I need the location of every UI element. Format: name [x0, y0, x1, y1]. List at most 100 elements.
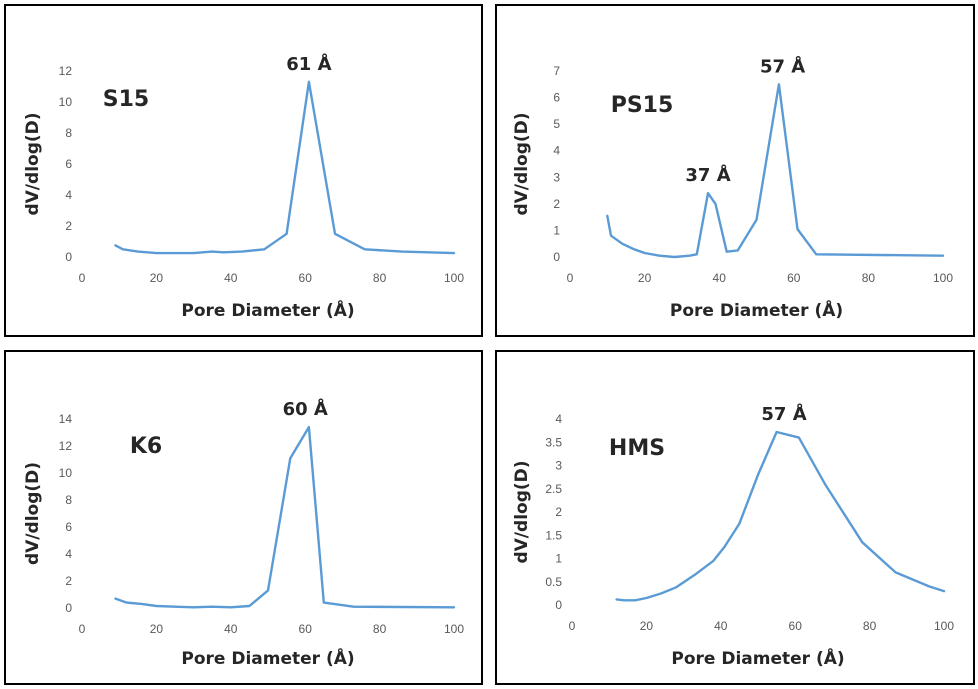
data-point: [942, 254, 944, 257]
x-tick-label: 20: [640, 619, 654, 633]
x-tick-label: 0: [569, 619, 576, 633]
data-point: [623, 599, 625, 602]
x-tick-label: 0: [567, 271, 574, 285]
data-point: [894, 571, 897, 574]
data-point: [174, 252, 176, 254]
peak-label: 37 Å: [685, 163, 730, 186]
data-point: [211, 605, 213, 608]
sample-label: K6: [130, 434, 162, 459]
y-tick-label: 3.5: [545, 435, 562, 449]
chart-panel-ps15: 0 1 2 3 4 5 6 7 0 20 40 60 80 100 Pore Diameter (Å) dV/…: [495, 4, 975, 337]
x-tick-label: 80: [862, 271, 876, 285]
data-point: [241, 250, 243, 253]
x-tick-label: 40: [224, 271, 238, 285]
data-point: [645, 597, 648, 599]
y-tick-label: 2: [555, 505, 562, 519]
data-point: [610, 234, 612, 237]
data-point: [688, 254, 691, 257]
data-point: [211, 250, 213, 253]
x-tick-label: 100: [934, 619, 954, 633]
y-tick-label: 6: [65, 157, 72, 171]
data-point: [192, 606, 195, 609]
data-point: [140, 603, 143, 605]
data-point: [634, 599, 637, 602]
data-point: [928, 585, 930, 588]
data-point: [778, 83, 780, 86]
y-axis-title: dV/dlog(D): [512, 112, 532, 215]
data-point: [861, 541, 863, 544]
data-point: [632, 248, 635, 250]
y-tick-label: 14: [59, 412, 73, 426]
data-point: [363, 248, 366, 251]
y-axis-title: dV/dlog(D): [23, 462, 43, 565]
y-axis-title: dV/dlog(D): [512, 460, 532, 563]
data-point: [323, 601, 325, 604]
x-tick-label: 60: [787, 271, 801, 285]
x-tick-label: 0: [79, 271, 86, 285]
chart-panel-s15: 0 2 4 6 8 10 12 0 20 40 60 80 100 Pore Diameter (Å) dV…: [4, 4, 483, 337]
y-tick-label: 5: [553, 117, 560, 131]
series-line: [114, 80, 456, 255]
y-tick-label: 12: [59, 439, 73, 453]
y-tick-label: 10: [59, 466, 73, 480]
series-line: [114, 425, 456, 609]
y-tick-label: 4: [65, 188, 72, 202]
data-point: [453, 606, 455, 609]
x-tick-label: 80: [373, 271, 387, 285]
data-point: [174, 605, 176, 608]
data-point: [155, 252, 158, 254]
data-point: [824, 483, 826, 485]
data-point: [192, 252, 195, 254]
peak-label: 57 Å: [760, 54, 805, 77]
data-point: [660, 592, 663, 595]
x-tick-label: 20: [638, 271, 652, 285]
series-line: [615, 430, 946, 602]
x-tick-label: 100: [933, 271, 953, 285]
data-point: [308, 426, 310, 428]
data-point: [285, 232, 288, 235]
chart-panel-k6: 0 2 4 6 8 10 12 14 0 20 40 60 80 100 Pore Diameter (Å)…: [4, 350, 483, 685]
x-tick-label: 80: [863, 619, 877, 633]
y-tick-label: 0: [553, 250, 560, 264]
x-tick-label: 20: [150, 622, 164, 636]
data-point: [796, 228, 799, 230]
data-point: [401, 250, 403, 253]
data-point: [755, 219, 758, 221]
x-tick-label: 40: [713, 271, 727, 285]
y-tick-label: 2: [65, 219, 72, 233]
data-point: [658, 254, 661, 257]
data-point: [352, 605, 355, 608]
data-point: [738, 522, 741, 525]
y-tick-label: 6: [65, 520, 72, 534]
series-line: [606, 83, 945, 259]
sample-label: S15: [103, 87, 149, 112]
y-tick-label: 0: [65, 250, 72, 264]
x-axis-title: Pore Diameter (Å): [670, 298, 843, 321]
data-point: [725, 250, 728, 253]
y-tick-label: 6: [553, 91, 560, 105]
data-point: [289, 457, 292, 459]
data-point: [114, 597, 117, 600]
x-tick-label: 0: [79, 622, 86, 636]
y-tick-label: 12: [59, 64, 73, 78]
y-tick-label: 4: [553, 144, 560, 158]
data-point: [723, 546, 726, 548]
y-axis-title: dV/dlog(D): [23, 112, 43, 215]
data-point: [137, 250, 139, 253]
y-tick-label: 1: [555, 552, 562, 566]
x-tick-label: 40: [224, 622, 238, 636]
x-tick-label: 40: [714, 619, 728, 633]
data-point: [737, 249, 739, 252]
data-point: [122, 248, 124, 251]
chart-panel-hms: 0 0.5 1 1.5 2 2.5 3 3.5 4 0 20 40 60 80 100 Pore Diamet…: [495, 350, 975, 685]
data-point: [675, 586, 677, 589]
y-tick-label: 10: [59, 95, 73, 109]
chart-s15: 0 2 4 6 8 10 12 0 20 40 60 80 100 Pore Diameter (Å) dV…: [23, 52, 464, 321]
data-point: [248, 605, 251, 607]
peak-label: 57 Å: [761, 402, 806, 425]
data-point: [606, 215, 609, 217]
data-point: [714, 203, 717, 205]
data-point: [222, 251, 225, 254]
x-axis-title: Pore Diameter (Å): [671, 646, 844, 669]
